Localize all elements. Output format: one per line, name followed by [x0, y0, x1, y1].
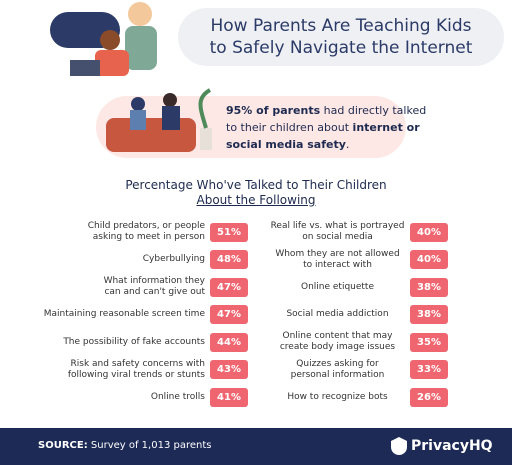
item-label-line: on social media — [302, 232, 373, 242]
item-label-line: How to recognize bots — [287, 391, 388, 402]
item-value: 40% — [410, 250, 448, 269]
item-label: Online etiquette — [270, 274, 405, 300]
item-label: Risk and safety concerns with following v… — [40, 357, 205, 383]
callout-span: to their children about — [226, 121, 353, 134]
logo-icon — [391, 437, 407, 455]
item-label-line: Online trolls — [150, 391, 205, 402]
item-label: How to recognize bots — [270, 384, 405, 410]
item-label-line: The possibility of fake accounts — [63, 336, 205, 347]
item-label-line: create body image issues — [279, 342, 396, 352]
source-label: SOURCE: — [38, 440, 88, 451]
item-value: 26% — [410, 387, 448, 407]
item-label: Cyberbullying — [40, 247, 205, 273]
item-label-line: Cyberbullying — [142, 254, 205, 264]
item-value: 41% — [210, 387, 248, 407]
item-label: Real life vs. what is portrayed on social… — [270, 219, 405, 245]
item-value: 38% — [410, 305, 448, 324]
item-label-line: Online content that may — [282, 331, 393, 341]
callout-span: had directly talked — [320, 104, 427, 117]
item-label-line: can and can't give out — [104, 287, 205, 297]
item-label-line: personal information — [290, 369, 385, 380]
callout-line: to their children about internet or — [226, 119, 426, 136]
item-label-line: Social media addiction — [286, 309, 389, 319]
item-value: 40% — [410, 222, 448, 242]
title-line: How Parents Are Teaching Kids — [210, 16, 472, 36]
item-label-line: Risk and safety concerns with — [70, 358, 205, 369]
item-label-line: Maintaining reasonable screen time — [43, 309, 205, 319]
item-label: Online trolls — [40, 384, 205, 410]
item-label-line: to interact with — [303, 259, 372, 270]
item-value: 43% — [210, 360, 248, 379]
callout-span: social media safety — [226, 138, 346, 151]
item-label: Maintaining reasonable screen time — [40, 302, 205, 328]
callout-span: 95% of parents — [226, 104, 321, 117]
item-label: Child predators, or people asking to meet… — [40, 219, 205, 245]
source: Survey of 1,013 parents — [90, 440, 212, 451]
title: How Parents Are Teaching Kids to Safely … — [178, 8, 504, 66]
item-value: 48% — [210, 250, 248, 269]
item-label-line: Online etiquette — [300, 281, 374, 292]
item-label-line: Child predators, or people — [87, 221, 205, 231]
item-value: 51% — [210, 222, 248, 242]
item-label-line: asking to meet in person — [92, 232, 205, 242]
callout-span: . — [345, 138, 350, 151]
item-value: 47% — [210, 305, 248, 324]
item-label-line: Quizzes asking for — [296, 358, 379, 369]
item-label: What information they can and can't give … — [40, 274, 205, 300]
item-label: The possibility of fake accounts — [40, 329, 205, 355]
list-title-line: Percentage Who've Talked to Their Childr… — [125, 178, 387, 192]
item-label-line: following viral trends or stunts — [67, 369, 205, 380]
illustration — [50, 2, 157, 76]
list-title: Percentage Who've Talked to Their Childr… — [0, 178, 512, 208]
footer: SOURCE: Survey of 1,013 parents PrivacyH… — [0, 428, 512, 465]
sofa-illustration — [106, 88, 212, 152]
item-value: 35% — [410, 332, 448, 352]
callout-line: social media safety. — [226, 136, 426, 153]
item-label: Quizzes asking for personal information — [270, 357, 405, 383]
logo: PrivacyHQ — [411, 438, 493, 454]
item-label-line: Real life vs. what is portrayed — [270, 221, 405, 231]
title-line: to Safely Navigate the Internet — [209, 38, 473, 58]
item-value: 38% — [410, 277, 448, 297]
item-label: Whom they are not allowed to interact wit… — [270, 247, 405, 273]
item-label: Online content that may create body image… — [270, 329, 405, 355]
list-title-line: About the Following — [196, 193, 316, 207]
item-value: 33% — [410, 360, 448, 379]
callout-span: internet or — [352, 121, 420, 134]
callout-text: 95% of parents had directly talked to the… — [226, 102, 426, 153]
item-label-line: Whom they are not allowed — [275, 248, 400, 259]
item-value: 47% — [210, 277, 248, 297]
item-value: 44% — [210, 332, 248, 352]
item-label: Social media addiction — [270, 302, 405, 328]
callout-line: 95% of parents had directly talked — [226, 102, 426, 119]
item-label-line: What information they — [103, 276, 205, 286]
